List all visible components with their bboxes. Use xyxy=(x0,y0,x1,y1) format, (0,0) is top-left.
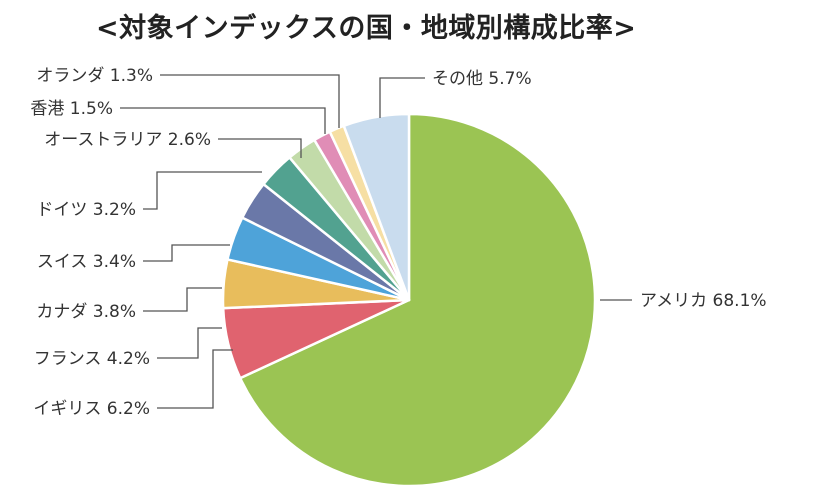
leader-line-uk xyxy=(157,349,233,409)
leader-line-france xyxy=(157,327,222,359)
slice-label-hong-kong: 香港 1.5% xyxy=(30,99,113,119)
slice-label-others: その他 5.7% xyxy=(432,69,532,89)
leader-line-canada xyxy=(143,287,222,312)
slice-label-netherlands: オランダ 1.3% xyxy=(36,66,153,86)
slice-label-australia: オーストラリア 2.6% xyxy=(44,130,211,150)
leader-line-germany xyxy=(143,171,262,210)
pie-slice-usa xyxy=(238,112,597,488)
slice-label-usa: アメリカ 68.1% xyxy=(640,291,767,311)
leader-line-hong-kong xyxy=(120,107,326,134)
slice-label-switzerland: スイス 3.4% xyxy=(37,252,136,272)
pie-labels: アメリカ 68.1% イギリス 6.2% フランス 4.2% カナダ 3.8% スイス … xyxy=(30,66,766,419)
leader-line-australia xyxy=(218,138,302,158)
pie-slice-others xyxy=(342,112,411,302)
leader-line-switzerland xyxy=(143,244,230,262)
slice-label-france: フランス 4.2% xyxy=(34,349,150,369)
pie-slices xyxy=(221,112,597,488)
leader-line-others xyxy=(379,77,425,118)
chart-title: <対象インデックスの国・地域別構成比率> xyxy=(96,13,637,44)
slice-label-germany: ドイツ 3.2% xyxy=(36,200,136,220)
slice-label-canada: カナダ 3.8% xyxy=(36,302,136,322)
leader-line-netherlands xyxy=(160,74,340,128)
slice-label-uk: イギリス 6.2% xyxy=(33,399,150,419)
